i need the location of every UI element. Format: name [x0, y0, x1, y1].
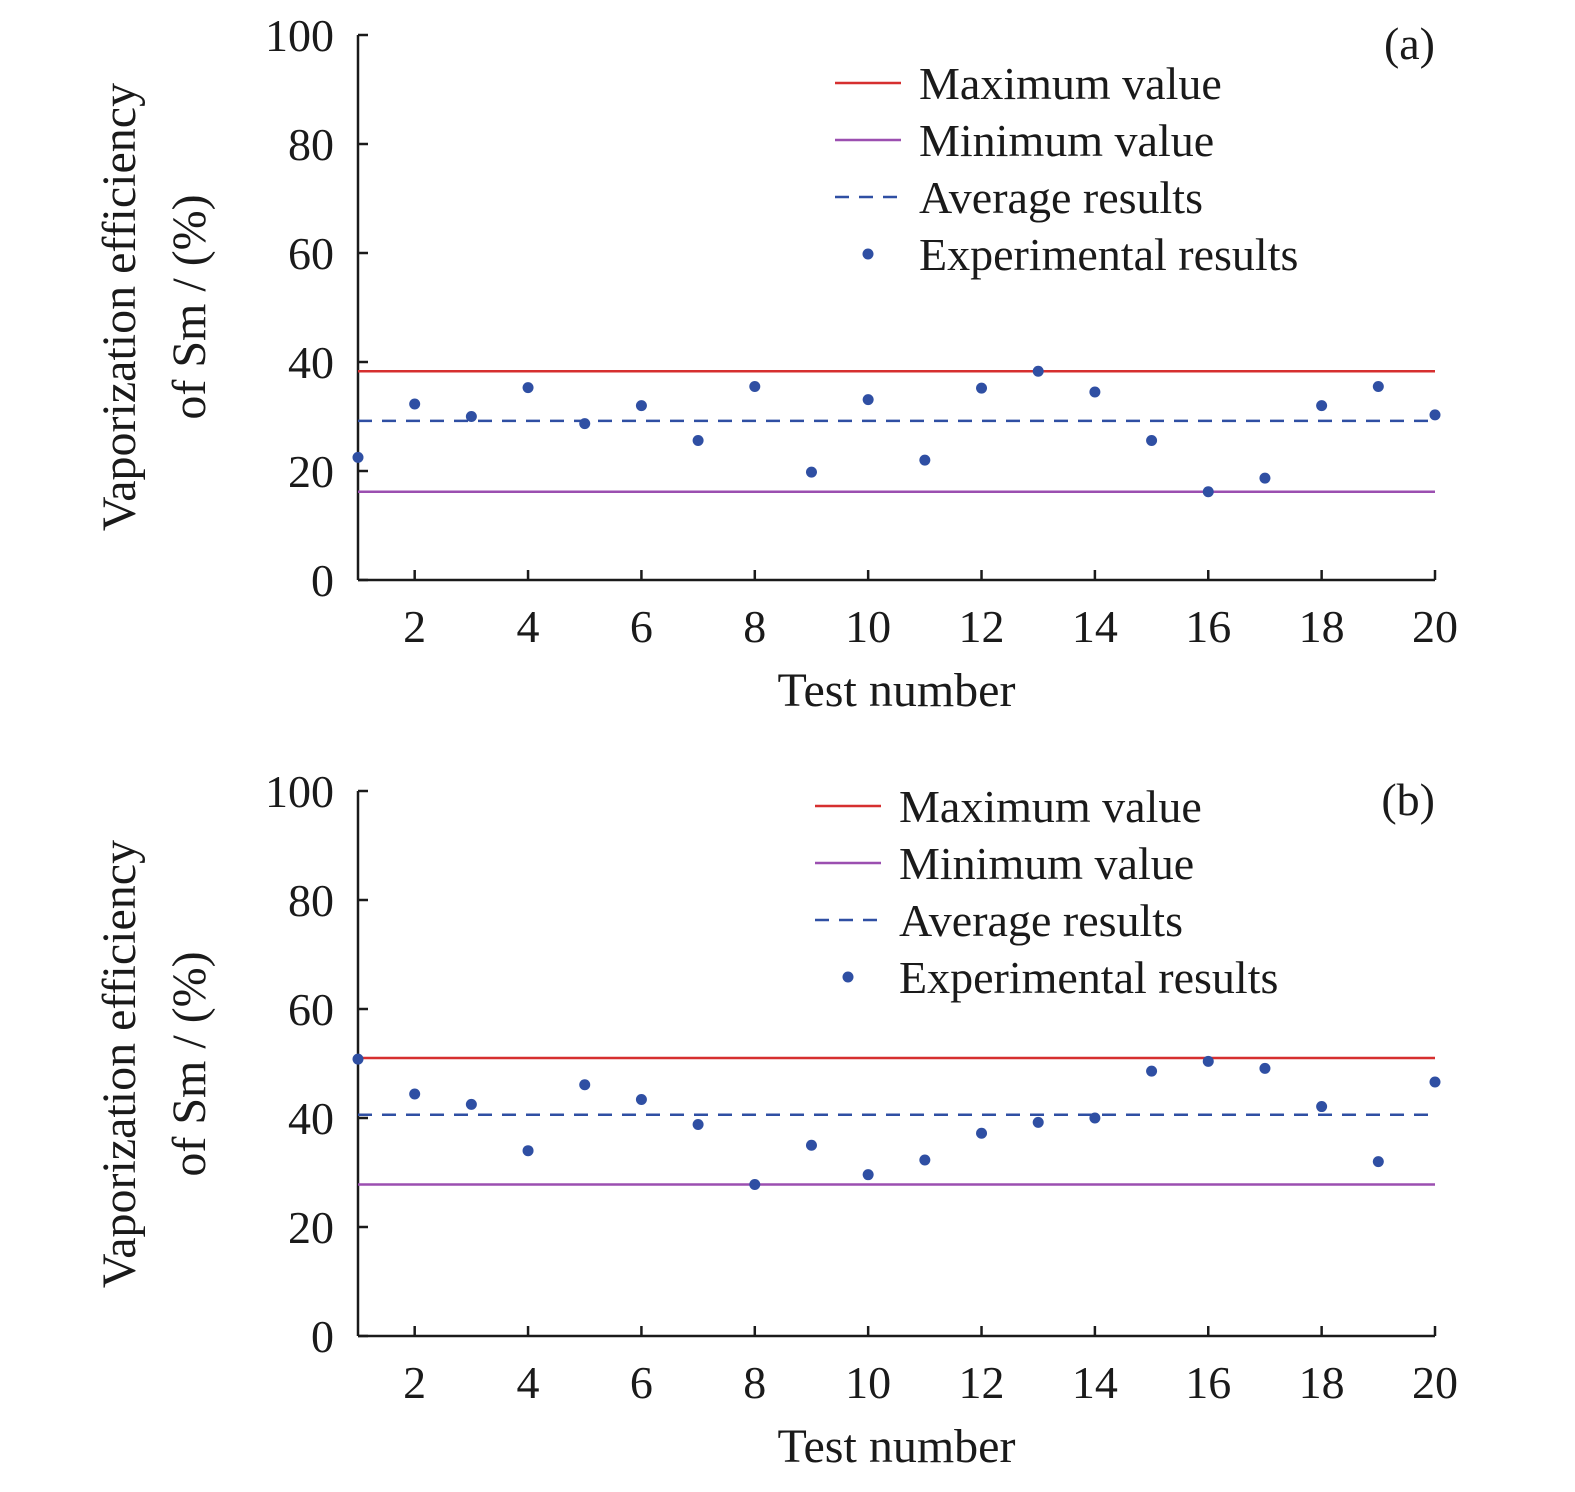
x-axis-title: Test number — [778, 664, 1016, 717]
data-point — [522, 382, 534, 394]
data-point — [465, 1098, 477, 1110]
y-tick-label: 20 — [288, 446, 334, 497]
panel-label: (b) — [1381, 774, 1435, 825]
chart-panel: 0 20 40 60 80 100 2 4 6 8 10 12 14 16 18 20 Test number V… — [93, 10, 1458, 717]
data-point — [352, 1053, 364, 1065]
data-point — [1372, 381, 1384, 393]
data-point — [465, 411, 477, 422]
data-point — [1089, 386, 1101, 398]
data-point — [862, 1169, 874, 1181]
y-tick-label: 100 — [265, 766, 334, 817]
panel-label: (a) — [1384, 18, 1435, 69]
data-point — [1372, 1156, 1384, 1168]
x-tick-label: 6 — [630, 1357, 653, 1408]
data-point — [919, 1154, 931, 1166]
x-tick-label: 8 — [743, 601, 766, 652]
data-point — [1032, 365, 1044, 377]
data-point — [749, 381, 761, 393]
x-tick-label: 14 — [1072, 1357, 1118, 1408]
legend-experimental-results-marker — [842, 971, 854, 983]
x-axis-title: Test number — [778, 1420, 1016, 1473]
x-tick-label: 18 — [1299, 1357, 1345, 1408]
x-tick-label: 14 — [1072, 601, 1118, 652]
y-tick-label: 40 — [288, 337, 334, 388]
data-point — [976, 382, 988, 394]
legend: Maximum value Minimum value Average result… — [835, 58, 1298, 280]
data-point — [352, 451, 364, 463]
y-tick-label: 0 — [311, 555, 334, 606]
data-point — [862, 394, 874, 406]
x-tick-label: 20 — [1412, 1357, 1458, 1408]
data-point — [1202, 1055, 1214, 1067]
x-tick-label: 16 — [1185, 601, 1231, 652]
x-tick-label: 10 — [845, 1357, 891, 1408]
data-point — [1429, 409, 1441, 421]
legend-minimum-value-label: Minimum value — [919, 115, 1214, 166]
chart-panel: 0 20 40 60 80 100 2 4 6 8 10 12 14 16 18 20 Test number V… — [93, 766, 1458, 1473]
x-tick-label: 4 — [517, 601, 540, 652]
y-axis-title-line1: Vaporization efficiency — [93, 83, 146, 531]
y-tick-label: 60 — [288, 984, 334, 1035]
x-tick-label: 2 — [403, 601, 426, 652]
data-point — [692, 1119, 704, 1131]
data-point — [1316, 400, 1328, 412]
data-point — [1259, 1062, 1271, 1074]
data-point — [635, 1093, 647, 1105]
data-point — [976, 1127, 988, 1139]
data-point — [409, 398, 421, 410]
data-point — [635, 400, 647, 412]
data-point — [919, 454, 931, 466]
legend-minimum-value-label: Minimum value — [899, 838, 1194, 889]
y-tick-label: 100 — [265, 10, 334, 61]
data-point — [579, 418, 591, 430]
data-point — [749, 1178, 761, 1190]
data-point — [805, 466, 817, 478]
data-point — [805, 1139, 817, 1151]
x-tick-label: 10 — [845, 601, 891, 652]
legend-experimental-results-label: Experimental results — [919, 229, 1298, 280]
x-tick-label: 12 — [959, 1357, 1005, 1408]
data-point — [1429, 1076, 1441, 1088]
data-point — [1202, 486, 1214, 498]
y-tick-label: 0 — [311, 1311, 334, 1362]
x-tick-label: 4 — [517, 1357, 540, 1408]
x-tick-label: 18 — [1299, 601, 1345, 652]
y-axis-title-line2: of Sm / (%) — [163, 194, 216, 419]
data-point — [1146, 434, 1158, 446]
data-point — [1032, 1116, 1044, 1128]
y-axis-title-line1: Vaporization efficiency — [93, 840, 146, 1288]
y-tick-label: 80 — [288, 875, 334, 926]
y-axis-title-line2: of Sm / (%) — [163, 951, 216, 1176]
legend-average-results-label: Average results — [919, 172, 1203, 223]
data-point — [1259, 472, 1271, 484]
legend-experimental-results-marker — [862, 248, 874, 260]
legend-average-results-label: Average results — [899, 895, 1183, 946]
legend-maximum-value-label: Maximum value — [919, 58, 1222, 109]
y-tick-label: 40 — [288, 1093, 334, 1144]
x-tick-label: 2 — [403, 1357, 426, 1408]
data-point — [1089, 1112, 1101, 1124]
x-tick-label: 20 — [1412, 601, 1458, 652]
x-tick-label: 12 — [959, 601, 1005, 652]
data-point — [1316, 1101, 1328, 1113]
data-point — [692, 434, 704, 446]
x-tick-label: 16 — [1185, 1357, 1231, 1408]
data-point — [579, 1079, 591, 1091]
x-tick-label: 6 — [630, 601, 653, 652]
data-point — [1146, 1065, 1158, 1077]
legend-experimental-results-label: Experimental results — [899, 952, 1278, 1003]
legend-maximum-value-label: Maximum value — [899, 781, 1202, 832]
y-tick-label: 60 — [288, 228, 334, 279]
y-tick-label: 20 — [288, 1202, 334, 1253]
data-point — [522, 1145, 534, 1157]
y-tick-label: 80 — [288, 119, 334, 170]
legend: Maximum value Minimum value Average result… — [815, 781, 1278, 1003]
x-tick-label: 8 — [743, 1357, 766, 1408]
data-point — [409, 1088, 421, 1100]
